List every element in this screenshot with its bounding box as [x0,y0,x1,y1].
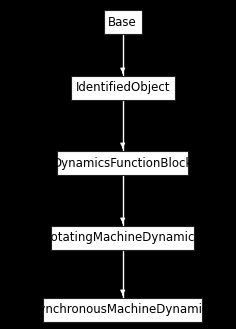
Bar [71,76,175,100]
Bar [57,151,189,175]
Text: DynamicsFunctionBlock: DynamicsFunctionBlock [53,157,193,169]
Text: Base: Base [108,15,137,29]
Text: RotatingMachineDynamics: RotatingMachineDynamics [44,232,202,244]
Text: IdentifiedObject: IdentifiedObject [76,82,170,94]
Bar [104,10,142,34]
Bar [51,226,194,250]
Bar [43,298,202,322]
Text: SynchronousMachineDynamics: SynchronousMachineDynamics [31,303,215,316]
